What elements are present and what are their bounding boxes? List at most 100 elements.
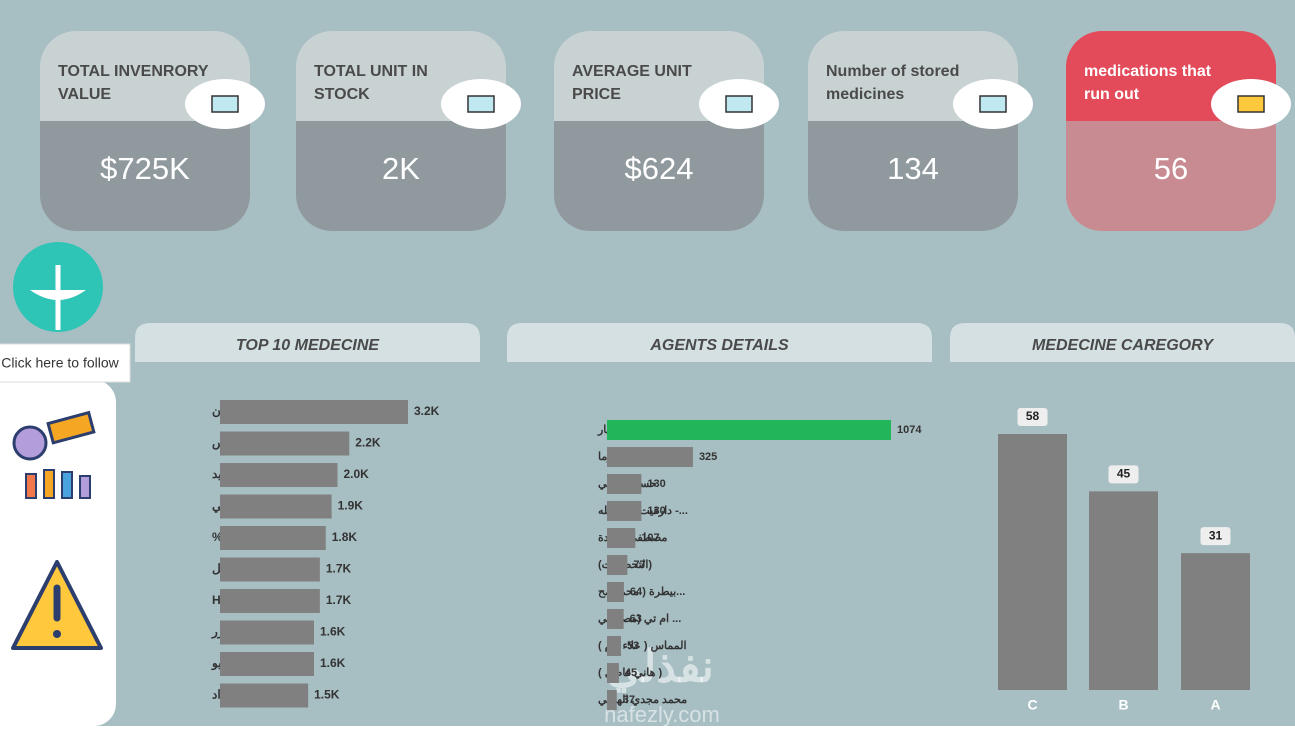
kpi-value: 134 — [887, 151, 939, 186]
bar — [998, 434, 1067, 690]
kpi-title-line: PRICE — [572, 86, 621, 103]
bar — [607, 636, 622, 656]
x-tick-label: B — [1118, 697, 1128, 713]
kpi-title: Number of stored medicines — [826, 63, 959, 103]
value-label: 130 — [647, 478, 665, 490]
value-label: 63 — [630, 613, 642, 625]
bar — [220, 431, 350, 456]
value-label: 1.6K — [320, 656, 346, 670]
bar — [220, 589, 320, 613]
warning-dot — [53, 630, 61, 638]
panel-header — [950, 323, 1295, 362]
kpi-body — [808, 121, 1018, 231]
kpi-card — [1066, 31, 1276, 231]
value-label: 64 — [630, 586, 643, 598]
kpi-title-line: AVERAGE UNIT — [572, 63, 692, 80]
value-label: 325 — [699, 451, 717, 463]
value-label-box — [1200, 527, 1231, 546]
kpi-body — [1066, 121, 1276, 231]
kpi-title: medications that run out — [1084, 63, 1212, 103]
bar — [607, 609, 624, 629]
kpi-title-line: medicines — [826, 86, 904, 103]
value-label: 1.7K — [326, 562, 352, 576]
kpi-title-line: VALUE — [58, 86, 111, 103]
value-label: 37 — [623, 694, 635, 706]
category-label: محمد مجدي الهلالي — [598, 694, 687, 707]
value-label-box — [1017, 408, 1048, 426]
watermark: nafezly.com — [604, 702, 720, 727]
sidebar-icon[interactable] — [43, 469, 55, 499]
kpi-title-line: Number of stored — [826, 63, 959, 80]
bar — [607, 663, 619, 683]
value-label: 58 — [1026, 409, 1040, 423]
kpi-icon-glyph — [725, 95, 753, 113]
content: TOTAL INVENRORY VALUE $725K TOTAL UNIT IN ST… — [40, 31, 1295, 713]
sidebar-icon[interactable] — [25, 473, 37, 499]
kpi-card — [554, 31, 764, 231]
value-label: 107 — [641, 532, 659, 544]
panel-header — [135, 323, 480, 362]
kpi-title-line: medications that — [1084, 63, 1212, 80]
x-tick-label: A — [1210, 697, 1220, 713]
value-label: 45 — [1117, 467, 1131, 481]
bar — [220, 400, 408, 424]
sidebar-icon[interactable] — [79, 475, 91, 499]
kpi-card — [296, 31, 506, 231]
kpi-icon-glyph — [467, 95, 495, 113]
kpi-body — [40, 121, 250, 231]
kpi-title-line: TOTAL INVENRORY — [58, 63, 209, 80]
bottom-strip — [0, 726, 1295, 731]
x-tick-label: C — [1027, 697, 1037, 713]
kpi-value: 56 — [1154, 151, 1188, 186]
panel-title: TOP 10 MEDECINE — [236, 337, 380, 354]
bar — [220, 620, 314, 645]
value-label: 31 — [1209, 528, 1223, 542]
panel-title: AGENTS DETAILS — [649, 337, 789, 354]
kpi-body — [554, 121, 764, 231]
sidebar-icon[interactable] — [61, 471, 73, 499]
panel-header — [507, 323, 932, 362]
value-label: 1074 — [897, 424, 922, 436]
value-label: 1.6K — [320, 625, 346, 639]
kpi-title-line: STOCK — [314, 86, 370, 103]
value-label: 2.0K — [344, 467, 370, 481]
value-label: 130 — [647, 505, 665, 517]
bar — [220, 557, 320, 582]
value-label: 1.5K — [314, 688, 340, 702]
bar — [607, 501, 642, 521]
sidebar-icon[interactable] — [46, 410, 96, 445]
kpi-value: $725K — [100, 151, 190, 186]
value-label: 45 — [625, 667, 637, 679]
value-label: 3.2K — [414, 404, 440, 418]
bar — [607, 420, 891, 440]
kpi-icon-glyph — [211, 95, 239, 113]
bar — [220, 652, 314, 676]
value-label: 1.9K — [338, 499, 364, 513]
value-label: 77 — [633, 559, 645, 571]
tooltip-text: Click here to follow — [1, 355, 119, 371]
bar — [220, 494, 332, 519]
watermark: نفذلي — [606, 643, 714, 694]
kpi-body — [296, 121, 506, 231]
bar — [220, 683, 309, 708]
kpi-title-line: run out — [1084, 86, 1140, 103]
kpi-icon-glyph — [1237, 95, 1265, 113]
bar — [1089, 491, 1158, 690]
value-label: 1.8K — [332, 530, 358, 544]
bar — [607, 582, 624, 602]
kpi-title: TOTAL INVENRORY VALUE — [58, 63, 209, 103]
bar — [607, 528, 636, 548]
bar — [220, 526, 326, 550]
kpi-value: 2K — [382, 151, 420, 186]
kpi-title-line: TOTAL UNIT IN — [314, 63, 428, 80]
kpi-title: TOTAL UNIT IN STOCK — [314, 63, 428, 103]
sidebar-icon[interactable] — [12, 425, 48, 461]
kpi-title: AVERAGE UNIT PRICE — [572, 63, 692, 103]
kpi-card — [40, 31, 250, 231]
bar — [1181, 553, 1250, 690]
value-label-box — [1108, 465, 1139, 484]
value-label: 1.7K — [326, 593, 352, 607]
value-label: 2.2K — [355, 436, 381, 450]
bar — [607, 555, 628, 575]
